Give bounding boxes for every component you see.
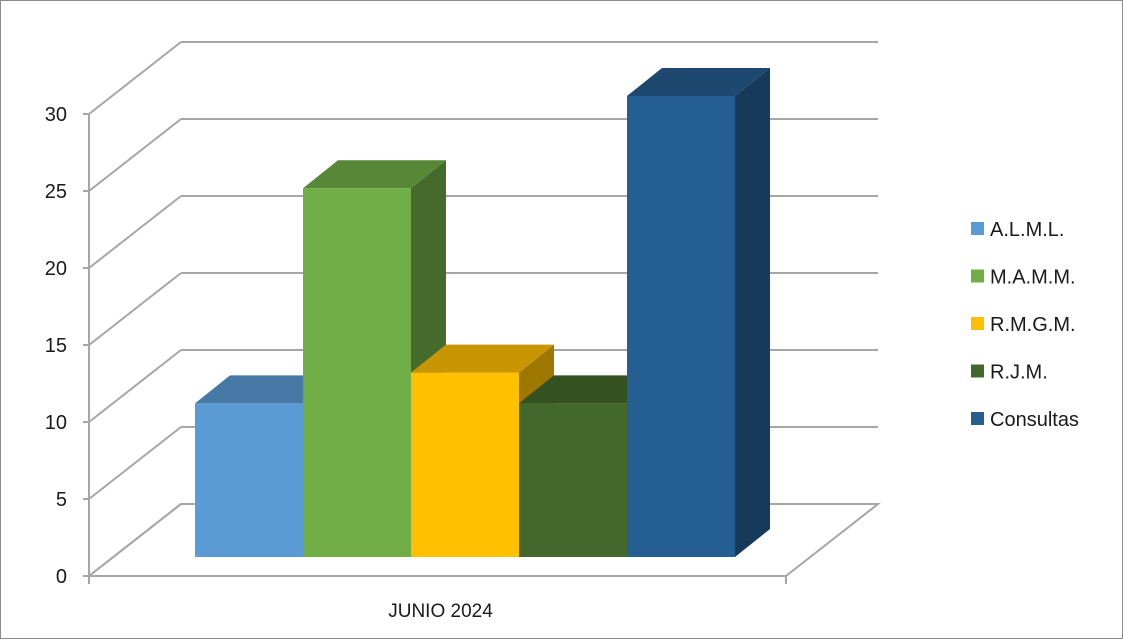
bar-side: [735, 68, 770, 557]
bars: [195, 68, 770, 557]
gridline-side: [88, 349, 182, 423]
legend-swatch: [971, 269, 984, 283]
bar-top: [195, 375, 338, 404]
legend-item: A.L.M.L.: [971, 219, 1064, 241]
legend-label: R.J.M.: [990, 362, 1048, 384]
y-tick-label: 25: [45, 181, 67, 203]
legend-label: Consultas: [990, 409, 1079, 431]
y-tick-label: 20: [45, 258, 67, 280]
bar-top: [411, 344, 554, 373]
y-tick-label: 30: [45, 104, 67, 126]
legend-label: A.L.M.L.: [990, 219, 1064, 241]
y-tick-label: 15: [45, 335, 67, 357]
bar-top: [627, 68, 770, 96]
bar-front: [627, 96, 735, 557]
y-axis-tick-labels: 0 5 10 15 20 25 30: [45, 104, 67, 588]
bar-front: [195, 403, 303, 557]
legend-swatch: [971, 412, 984, 425]
gridline-side: [88, 503, 182, 577]
legend-label: R.M.G.M.: [990, 314, 1076, 336]
legend-item: R.M.G.M.: [971, 314, 1076, 336]
legend-swatch: [971, 364, 984, 378]
legend-item: R.J.M.: [971, 362, 1048, 384]
legend-swatch: [971, 222, 984, 235]
gridline-side: [88, 272, 182, 346]
legend-swatch: [971, 317, 984, 330]
bar-front: [519, 403, 627, 557]
y-tick-label: 5: [56, 489, 67, 511]
axes: [83, 113, 787, 584]
gridline-side: [88, 195, 182, 269]
y-tick-label: 0: [56, 566, 67, 588]
legend: A.L.M.L. M.A.M.M. R.M.G.M. R.J.M. Consultas: [971, 219, 1079, 431]
bar-front: [303, 188, 411, 557]
bar-front: [411, 372, 519, 557]
bar-consultas: [627, 68, 770, 557]
gridline-side: [88, 426, 182, 500]
legend-label: M.A.M.M.: [990, 267, 1076, 289]
x-axis-category-label: JUNIO 2024: [388, 601, 493, 622]
legend-item: M.A.M.M.: [971, 267, 1076, 289]
gridline-side: [88, 118, 182, 192]
bar-top: [303, 160, 446, 189]
y-tick-label: 10: [45, 412, 67, 434]
gridline-side: [88, 41, 182, 115]
bar-top: [519, 375, 662, 404]
legend-item: Consultas: [971, 409, 1079, 431]
